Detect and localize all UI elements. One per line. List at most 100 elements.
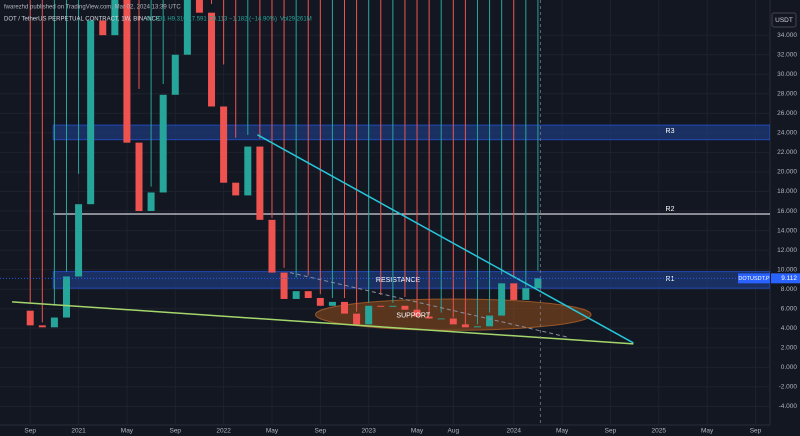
y-tick-label: 32.000 bbox=[777, 51, 797, 58]
candle-body bbox=[461, 324, 469, 328]
x-tick-label: Sep bbox=[605, 428, 617, 435]
x-tick-label: 2021 bbox=[71, 428, 86, 435]
candle-body bbox=[328, 301, 336, 306]
level-label: R3 bbox=[666, 128, 675, 135]
candle-body bbox=[365, 305, 373, 325]
y-tick-label: 4.000 bbox=[781, 325, 798, 332]
level-label: R1 bbox=[666, 276, 675, 283]
y-tick-label: 16.000 bbox=[777, 208, 797, 215]
candle-body bbox=[135, 142, 143, 212]
candle-body bbox=[123, 0, 131, 143]
candle-body bbox=[195, 0, 203, 13]
candle-body bbox=[377, 305, 385, 307]
y-tick-label: 34.000 bbox=[777, 32, 797, 39]
plot-area: R3 R2 R1 RESISTANCE SUPPORT bbox=[0, 0, 770, 425]
x-tick-label: May bbox=[701, 428, 714, 435]
candle-body bbox=[87, 20, 95, 205]
symbol: DOT / TetherUS PERPETUAL CONTRACT, 1W, B… bbox=[4, 17, 160, 23]
candle-body bbox=[75, 204, 83, 277]
trendline bbox=[257, 134, 634, 344]
candle-body bbox=[220, 106, 228, 183]
x-tick-label: Sep bbox=[315, 428, 327, 435]
x-tick-label: May bbox=[266, 428, 279, 435]
candle-body bbox=[147, 192, 155, 212]
currency[interactable]: USDT bbox=[775, 17, 793, 24]
candle-body bbox=[510, 283, 518, 300]
candle-body bbox=[534, 278, 542, 289]
candle-body bbox=[353, 313, 361, 325]
candle-body bbox=[208, 12, 216, 107]
candle-body bbox=[498, 283, 506, 316]
level-label: R2 bbox=[666, 206, 675, 213]
x-tick-label: May bbox=[411, 428, 424, 435]
price-tag bbox=[771, 273, 800, 284]
volume: Vol29.261M bbox=[280, 17, 312, 23]
candle-body bbox=[341, 301, 349, 314]
candle-body bbox=[389, 305, 397, 307]
y-tick-label: 24.000 bbox=[777, 130, 797, 137]
level-note: RESISTANCE bbox=[376, 277, 421, 284]
candle-body bbox=[183, 0, 191, 55]
candle-body bbox=[449, 318, 457, 325]
trendline bbox=[12, 301, 634, 345]
x-tick-label: 2023 bbox=[361, 428, 376, 435]
y-tick-label: 8.000 bbox=[781, 286, 798, 293]
x-tick-label: May bbox=[556, 428, 569, 435]
candle-body bbox=[425, 316, 433, 319]
candle-body bbox=[280, 272, 288, 299]
y-tick-label: -2.000 bbox=[779, 384, 798, 391]
y-tick-label: 6.000 bbox=[781, 305, 798, 312]
x-tick-label: Aug bbox=[448, 428, 460, 435]
candle-body bbox=[232, 182, 240, 196]
candle-body bbox=[268, 219, 276, 273]
y-tick-label: 28.000 bbox=[777, 91, 797, 98]
candle-body bbox=[62, 276, 70, 318]
candle-body bbox=[413, 309, 421, 317]
x-tick-label: Sep bbox=[750, 428, 762, 435]
x-tick-label: May bbox=[121, 428, 134, 435]
candle-body bbox=[159, 94, 167, 193]
support-label: SUPPORT bbox=[396, 312, 430, 319]
candle-body bbox=[292, 291, 300, 299]
y-tick-label: 0.000 bbox=[781, 364, 798, 371]
candle-body bbox=[304, 291, 312, 298]
x-tick-label: 2022 bbox=[216, 428, 231, 435]
candle-body bbox=[38, 325, 46, 328]
y-tick-label: 18.000 bbox=[777, 188, 797, 195]
publisher: fwarezhd published on TradingView.com, M… bbox=[4, 5, 181, 11]
x-tick-label: 2024 bbox=[507, 428, 522, 435]
y-tick-label: 20.000 bbox=[777, 169, 797, 176]
candle-body bbox=[171, 54, 179, 95]
y-tick-label: 22.000 bbox=[777, 149, 797, 156]
symbol-tag-label: DOTUSDT.P bbox=[738, 276, 770, 282]
candle-body bbox=[473, 326, 481, 328]
level-band bbox=[52, 124, 770, 141]
candle-body bbox=[437, 318, 445, 320]
price-tag-label: 9.112 bbox=[781, 275, 797, 282]
candle-body bbox=[401, 305, 409, 310]
y-tick-label: 26.000 bbox=[777, 110, 797, 117]
x-tick-label: Sep bbox=[169, 428, 181, 435]
y-tick-label: 10.000 bbox=[777, 266, 797, 273]
candle-body bbox=[256, 146, 264, 220]
candle-body bbox=[522, 288, 530, 300]
candle-body bbox=[111, 0, 119, 36]
trendline bbox=[289, 272, 570, 339]
x-tick-label: Sep bbox=[24, 428, 36, 435]
candle-body bbox=[26, 310, 34, 326]
currency-box[interactable] bbox=[771, 12, 797, 28]
y-tick-label: 12.000 bbox=[777, 247, 797, 254]
y-tick-label: 2.000 bbox=[781, 345, 798, 352]
symbol-tag bbox=[738, 273, 770, 284]
y-tick-label: 14.000 bbox=[777, 227, 797, 234]
candle-body bbox=[99, 20, 107, 36]
candle-body bbox=[50, 317, 58, 328]
x-tick-label: 2025 bbox=[652, 428, 667, 435]
y-tick-label: 30.000 bbox=[777, 71, 797, 78]
y-tick-label: -4.000 bbox=[779, 403, 798, 410]
candle-body bbox=[486, 315, 494, 327]
candle-body bbox=[244, 146, 252, 196]
